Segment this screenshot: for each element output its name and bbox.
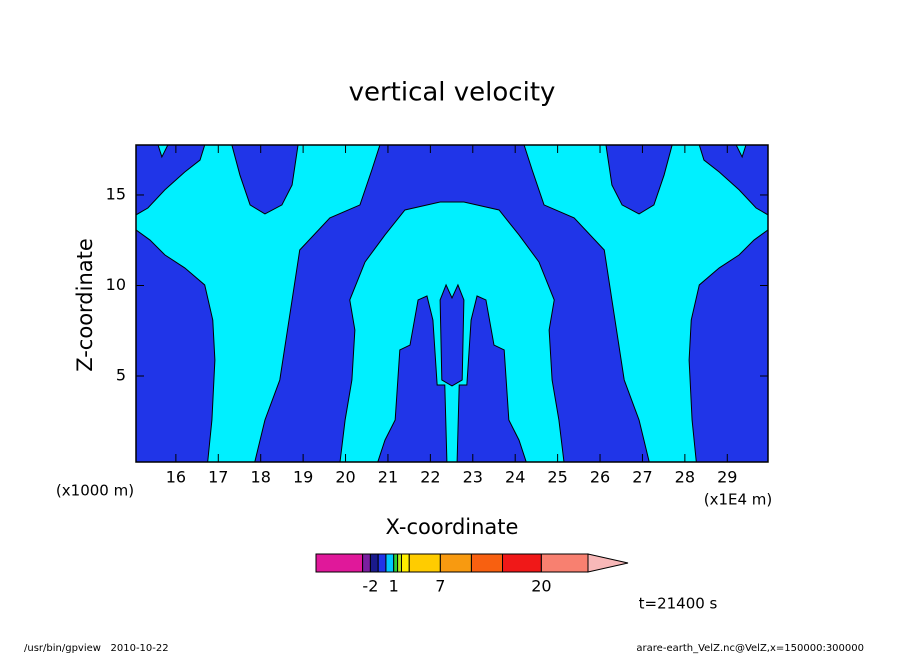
- x-tick-label: 22: [420, 468, 440, 487]
- colorbar-extension: [587, 553, 629, 573]
- x-tick-label: 21: [378, 468, 398, 487]
- x-axis-unit: (x1E4 m): [704, 491, 773, 509]
- annotation: t=21400 s: [639, 595, 718, 613]
- colorbar-box: [397, 553, 402, 573]
- chart-title: vertical velocity: [349, 78, 556, 108]
- contour-region: [688, 229, 768, 462]
- contour-region: [456, 295, 527, 462]
- colorbar-tick-label: 1: [389, 577, 399, 596]
- colorbar-box: [369, 553, 379, 573]
- x-tick-label: 26: [590, 468, 610, 487]
- x-tick-label: 28: [675, 468, 695, 487]
- x-tick-label: 27: [632, 468, 652, 487]
- x-tick-label: 16: [166, 468, 186, 487]
- x-tick-label: 20: [335, 468, 355, 487]
- y-tick-label: 5: [116, 366, 126, 385]
- colorbar-box: [385, 553, 395, 573]
- colorbar-tick-label: -2: [362, 577, 378, 596]
- contour-region: [698, 145, 768, 216]
- footer-left: /usr/bin/gpview 2010-10-22: [24, 643, 169, 654]
- colorbar-tick-label: 7: [435, 577, 445, 596]
- contour-region: [136, 229, 216, 462]
- colorbar-box: [502, 553, 542, 573]
- colorbar-box: [439, 553, 472, 573]
- x-tick-label: 24: [505, 468, 525, 487]
- y-axis-unit: (x1000 m): [56, 482, 134, 500]
- y-axis-label: Z-coordinate: [73, 238, 97, 372]
- colorbar-box: [470, 553, 504, 573]
- colorbar-box: [377, 553, 387, 573]
- plot-area: [136, 145, 768, 462]
- plot-frame: [135, 144, 769, 463]
- x-tick-label: 19: [293, 468, 313, 487]
- x-tick-label: 18: [251, 468, 271, 487]
- contour-region: [605, 145, 673, 215]
- y-tick-label: 15: [106, 184, 126, 203]
- contour-region: [136, 145, 206, 216]
- colorbar-box: [362, 553, 371, 573]
- colorbar-tick-label: 20: [531, 577, 551, 596]
- x-tick-label: 23: [463, 468, 483, 487]
- x-axis-label: X-coordinate: [386, 515, 519, 539]
- colorbar-box: [400, 553, 410, 573]
- colorbar-box: [540, 553, 589, 573]
- x-tick-label: 25: [547, 468, 567, 487]
- y-tick-label: 10: [106, 275, 126, 294]
- footer-right: arare-earth_VelZ.nc@VelZ,x=150000:300000: [636, 643, 864, 654]
- colorbar-box: [393, 553, 399, 573]
- x-tick-label: 29: [717, 468, 737, 487]
- colorbar-box: [408, 553, 441, 573]
- contour-region: [439, 283, 465, 387]
- contour-region: [377, 295, 448, 462]
- colorbar-box: [315, 553, 364, 573]
- x-tick-label: 17: [208, 468, 228, 487]
- contour-region: [231, 145, 299, 215]
